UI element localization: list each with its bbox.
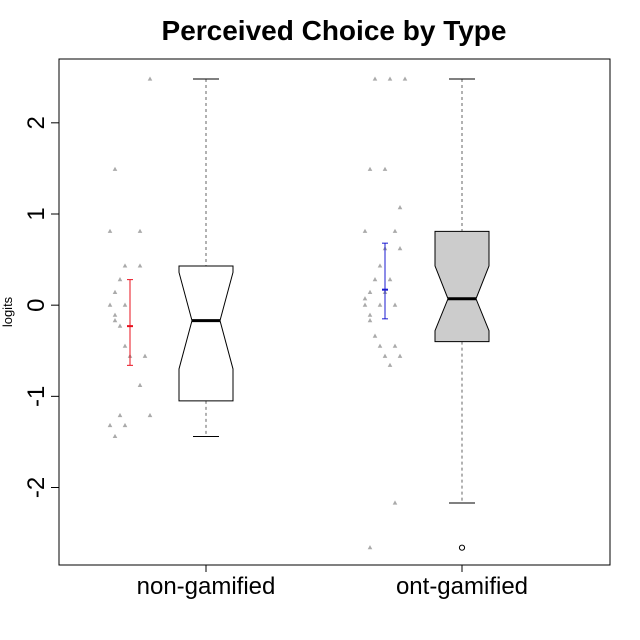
- y-tick-label: 1: [23, 207, 50, 220]
- data-point: [112, 312, 118, 317]
- data-point: [397, 205, 403, 210]
- data-point: [372, 76, 378, 81]
- data-point: [122, 302, 128, 307]
- data-point: [382, 353, 388, 358]
- data-point: [107, 422, 113, 428]
- data-point: [122, 343, 128, 348]
- x-tick-label: ont-gamified: [396, 573, 528, 600]
- data-point: [137, 382, 143, 387]
- y-tick-label: 2: [23, 116, 50, 129]
- data-point: [372, 333, 378, 338]
- y-tick-label: 0: [23, 298, 50, 311]
- data-point: [392, 343, 398, 348]
- data-point: [142, 353, 148, 358]
- outlier-point: [458, 544, 466, 551]
- data-point: [387, 362, 393, 367]
- y-axis-label: logits: [0, 296, 15, 327]
- data-point: [387, 76, 393, 81]
- data-point: [377, 263, 383, 268]
- data-point: [112, 289, 118, 294]
- data-point: [362, 296, 368, 301]
- data-point: [397, 246, 403, 251]
- y-tick-label: -1: [23, 386, 50, 407]
- data-point: [387, 277, 393, 282]
- data-point: [367, 289, 373, 294]
- box: [178, 265, 234, 402]
- data-point: [117, 412, 123, 418]
- data-point: [117, 323, 123, 328]
- x-tick-label: non-gamified: [137, 573, 276, 600]
- data-point: [147, 76, 153, 81]
- data-point: [122, 263, 128, 268]
- data-point: [367, 312, 373, 317]
- data-point: [392, 302, 398, 307]
- data-point: [402, 76, 408, 81]
- data-point: [362, 302, 368, 307]
- data-point: [112, 166, 118, 171]
- data-point: [377, 302, 383, 307]
- data-point: [362, 228, 368, 233]
- data-point: [397, 353, 403, 358]
- data-point: [382, 166, 388, 171]
- y-axis: -2 -1 0 1 2: [23, 116, 60, 498]
- y-tick-label: -2: [23, 477, 50, 498]
- data-point: [137, 263, 143, 268]
- box: [434, 230, 490, 343]
- data-point: [372, 277, 378, 282]
- chart-title: Perceived Choice by Type: [162, 15, 507, 46]
- data-point: [112, 318, 118, 323]
- data-point: [367, 166, 373, 171]
- data-point: [367, 318, 373, 323]
- data-point: [107, 228, 113, 233]
- data-point: [137, 228, 143, 233]
- data-point: [392, 228, 398, 233]
- data-point: [112, 433, 118, 439]
- data-point: [117, 277, 123, 282]
- plot-area: [107, 76, 490, 551]
- data-point: [107, 302, 113, 307]
- data-point: [122, 422, 128, 428]
- data-point: [377, 343, 383, 348]
- data-point: [147, 412, 153, 418]
- plot-frame: [58, 58, 611, 566]
- x-axis: non-gamified ont-gamified: [137, 565, 528, 600]
- data-point: [392, 500, 398, 505]
- data-point: [367, 545, 373, 550]
